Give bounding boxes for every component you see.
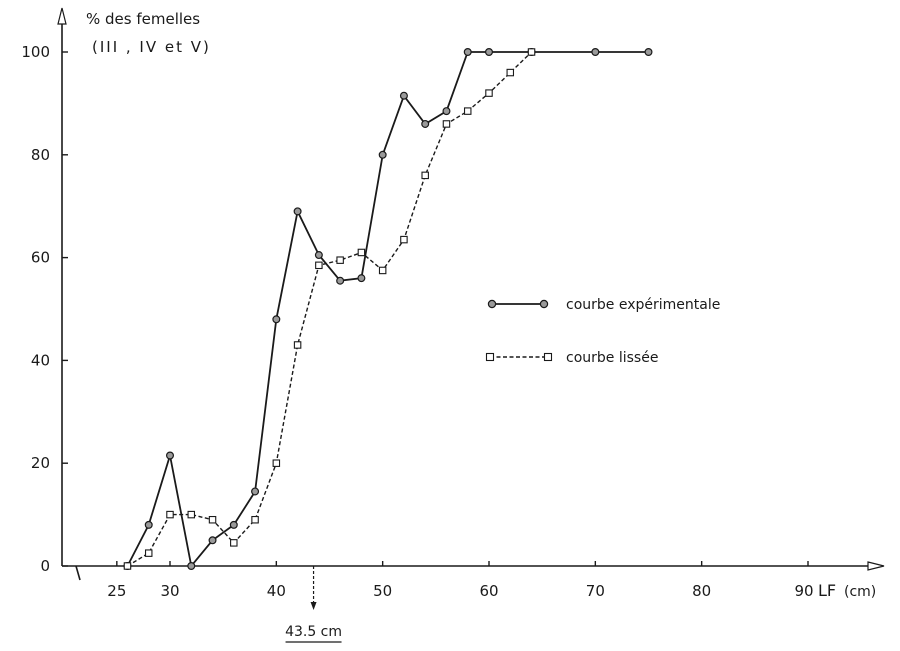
point-experimental-54 [421,119,430,128]
y-tick-label-80: 80 [31,146,50,164]
point-smoothed-54 [421,171,429,180]
series-line-smoothed [127,51,532,567]
x-tick-label-40: 40 [267,582,286,600]
x-tick-label-60: 60 [479,582,498,600]
point-experimental-40 [272,315,281,324]
point-smoothed-62 [506,68,515,77]
y-axis-label-sub: (III , IV et V) [92,38,211,56]
y-axis-arrow [57,7,67,25]
point-experimental-46 [336,276,345,285]
point-smoothed-42 [293,341,302,349]
axes [57,7,885,581]
point-experimental-44 [314,251,323,260]
point-experimental-48 [357,274,366,283]
point-smoothed-44 [315,261,323,270]
x-ticks: 25 30 40 50 60 70 80 90 [107,561,814,600]
point-experimental-75 [644,47,653,56]
y-tick-label-20: 20 [31,454,50,472]
legend-label-smoothed: courbe lissée [566,350,658,366]
point-smoothed-34 [208,515,217,524]
point-experimental-28 [144,520,153,529]
point-smoothed-58 [463,107,472,115]
y-axis-label: % des femelles [86,10,200,28]
x-tick-label-80: 80 [692,582,711,600]
point-experimental-50 [378,150,387,159]
point-experimental-52 [399,91,408,100]
legend-marker-smoothed-left [485,352,495,362]
point-smoothed-28 [144,549,153,557]
series-layer [123,47,653,570]
y-tick-label-100: 100 [21,43,50,61]
point-smoothed-56 [442,120,451,128]
point-smoothed-40 [272,459,281,467]
annotation-43-5: 43.5 cm [285,566,342,643]
legend-marker-experimental-left [487,299,497,309]
legend-marker-experimental-right [539,299,549,309]
point-experimental-36 [229,520,238,529]
x-tick-label-30: 30 [160,582,179,600]
x-tick-label-90: 90 [794,582,813,600]
axis-origin-tick [75,565,81,581]
point-experimental-38 [251,487,260,496]
point-experimental-58 [463,47,472,56]
point-smoothed-60 [485,89,493,97]
point-smoothed-46 [336,256,344,264]
point-smoothed-50 [378,266,387,275]
y-tick-label-60: 60 [31,249,50,267]
y-tick-label-0: 0 [40,557,50,575]
point-experimental-34 [208,536,217,545]
legend: courbe expérimentale courbe lissée [485,297,720,366]
point-smoothed-48 [357,248,366,257]
point-smoothed-38 [251,515,259,524]
point-smoothed-64 [527,48,536,56]
legend-label-experimental: courbe expérimentale [566,297,720,313]
x-axis-arrow [867,561,885,571]
point-experimental-60 [485,47,494,56]
point-experimental-30 [166,451,175,460]
x-axis-unit: (cm) [844,584,876,600]
point-experimental-56 [442,107,451,116]
point-experimental-32 [187,561,196,570]
annotation-label: 43.5 cm [285,624,342,640]
legend-marker-smoothed-right [543,352,553,362]
x-tick-label-25: 25 [107,582,126,600]
point-smoothed-26 [123,562,132,570]
point-smoothed-52 [400,235,408,244]
annotation-arrow [310,602,317,610]
x-tick-label-70: 70 [586,582,605,600]
point-smoothed-30 [166,510,174,519]
x-axis-label: LF [818,581,836,600]
y-ticks: 0 20 40 60 80 100 [21,43,68,575]
y-tick-label-40: 40 [31,351,50,369]
point-experimental-70 [591,47,600,56]
x-tick-label-50: 50 [373,582,392,600]
point-smoothed-32 [187,510,196,519]
point-smoothed-36 [230,539,238,547]
point-experimental-42 [293,207,302,216]
